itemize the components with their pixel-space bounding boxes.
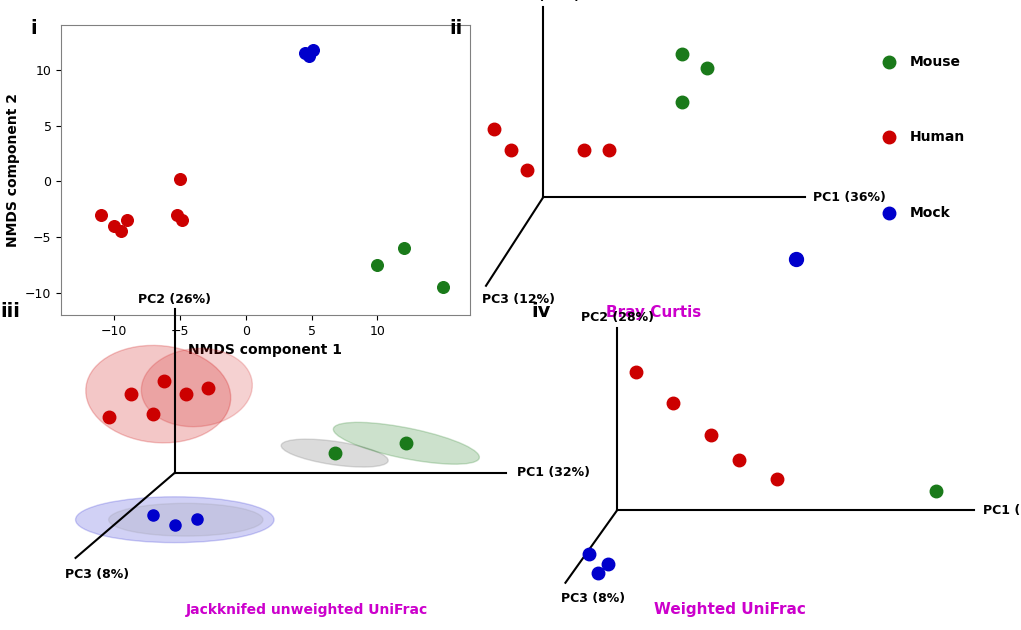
Text: PC2 (28%): PC2 (28%)	[581, 311, 653, 324]
Text: Jackknifed unweighted UniFrac: Jackknifed unweighted UniFrac	[186, 603, 428, 617]
Ellipse shape	[86, 345, 231, 443]
Text: PC3 (8%): PC3 (8%)	[561, 592, 625, 605]
Point	[435, 282, 451, 292]
Y-axis label: NMDS component 2: NMDS component 2	[5, 93, 19, 247]
Text: ii: ii	[449, 19, 463, 38]
Text: Mock: Mock	[910, 206, 951, 220]
Point	[93, 210, 109, 220]
Text: iii: iii	[0, 302, 19, 321]
Text: PC3 (8%): PC3 (8%)	[64, 568, 129, 581]
Ellipse shape	[141, 348, 252, 427]
Text: PC2 (26%): PC2 (26%)	[138, 293, 211, 306]
Text: Weighted UniFrac: Weighted UniFrac	[653, 602, 806, 617]
Point	[370, 260, 386, 270]
Point	[395, 243, 411, 253]
Point	[112, 226, 129, 236]
Ellipse shape	[281, 439, 388, 467]
Point	[297, 48, 313, 58]
Point	[169, 210, 186, 220]
Text: Human: Human	[910, 130, 965, 144]
Text: PC1 (56%): PC1 (56%)	[983, 504, 1021, 517]
X-axis label: NMDS component 1: NMDS component 1	[189, 343, 342, 357]
Text: PC3 (12%): PC3 (12%)	[482, 292, 554, 306]
Text: i: i	[31, 19, 37, 38]
Point	[119, 215, 136, 226]
Text: PC2 (26%): PC2 (26%)	[506, 0, 580, 3]
Ellipse shape	[333, 422, 480, 464]
Point	[301, 52, 318, 62]
Text: Mouse: Mouse	[910, 55, 961, 69]
Point	[172, 174, 188, 184]
Point	[106, 220, 123, 231]
Ellipse shape	[76, 497, 274, 542]
Text: iv: iv	[531, 302, 550, 321]
Text: PC1 (32%): PC1 (32%)	[517, 466, 589, 479]
Point	[304, 45, 321, 55]
Text: PC1 (36%): PC1 (36%)	[813, 191, 885, 204]
Ellipse shape	[108, 503, 263, 536]
Point	[175, 215, 191, 226]
Text: Bray Curtis: Bray Curtis	[605, 305, 701, 320]
